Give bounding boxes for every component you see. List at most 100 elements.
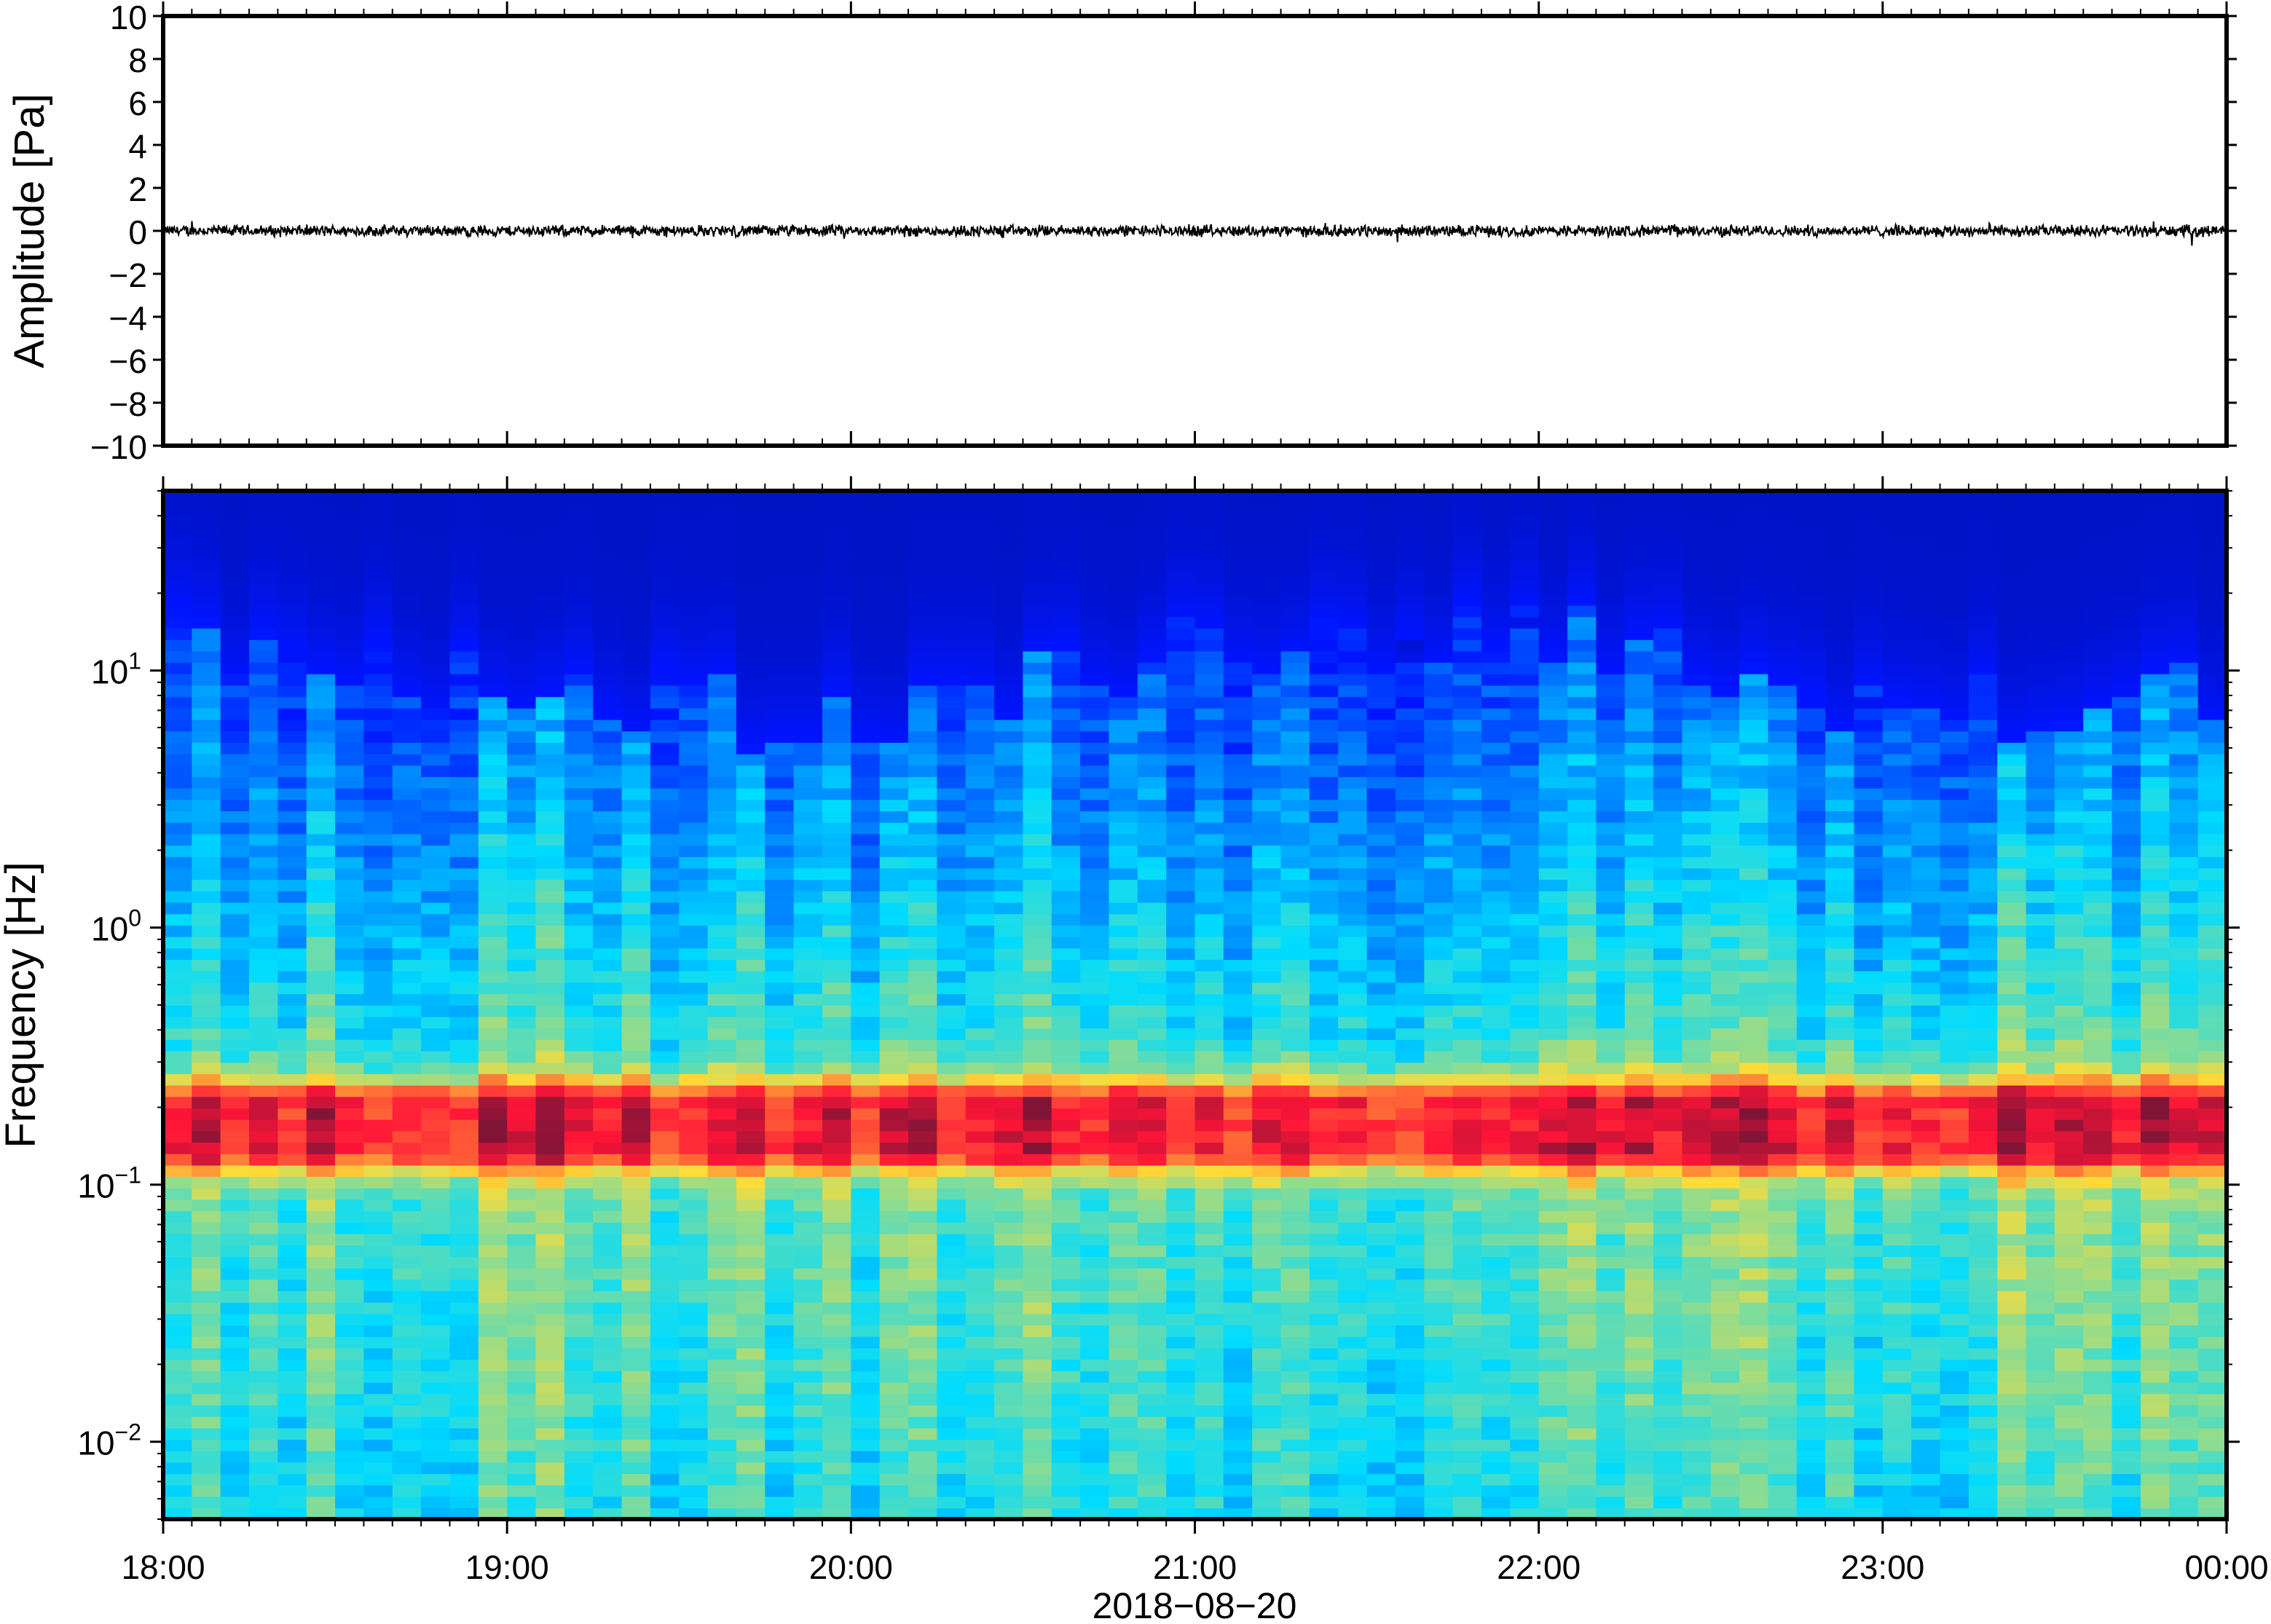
spectrogram-cell xyxy=(220,594,250,606)
spectrogram-cell xyxy=(1137,1336,1167,1349)
spectrogram-cell xyxy=(908,730,938,743)
spectrogram-cell xyxy=(1051,947,1081,961)
spectrogram-cell xyxy=(650,1336,680,1349)
spectrogram-cell xyxy=(163,1108,193,1120)
spectrogram-cell xyxy=(1223,1473,1253,1486)
spectrogram-cell xyxy=(1452,765,1482,777)
spectrogram-cell xyxy=(1538,594,1568,606)
spectrogram-cell xyxy=(1137,993,1167,1006)
spectrogram-cell xyxy=(994,753,1024,766)
spectrogram-cell xyxy=(306,1371,336,1383)
spectrogram-cell xyxy=(1252,742,1282,754)
spectrogram-cell xyxy=(679,639,709,652)
spectrogram-cell xyxy=(249,1301,279,1314)
spectrogram-cell xyxy=(1452,639,1482,652)
spectrogram-cell xyxy=(363,1416,393,1429)
spectrogram-cell xyxy=(363,1439,393,1451)
spectrogram-cell xyxy=(937,982,967,995)
spectrogram-cell xyxy=(679,776,709,789)
spectrogram-cell xyxy=(1424,502,1454,515)
spectrogram-cell xyxy=(1395,1130,1425,1143)
spectrogram-cell xyxy=(478,1462,508,1475)
spectrogram-cell xyxy=(822,1164,852,1178)
spectrogram-cell xyxy=(851,833,881,846)
spectrogram-cell xyxy=(822,1005,852,1017)
spectrogram-cell xyxy=(1366,822,1396,835)
spectrogram-cell xyxy=(1137,1233,1167,1246)
spectrogram-cell xyxy=(1653,1222,1683,1234)
spectrogram-cell xyxy=(421,879,451,891)
spectrogram-cell xyxy=(1538,776,1568,789)
spectrogram-cell xyxy=(163,1028,193,1040)
spectrogram-cell xyxy=(1366,1108,1396,1120)
spectrogram-cell xyxy=(765,1313,795,1326)
spectrogram-cell xyxy=(1023,833,1052,846)
spectrogram-cell xyxy=(278,708,307,720)
spectrogram-cell xyxy=(564,604,594,618)
spectrogram-cell xyxy=(1051,811,1081,823)
spectrogram-cell xyxy=(392,582,422,594)
spectrogram-cell xyxy=(1538,730,1568,743)
spectrogram-cell xyxy=(1366,1119,1396,1132)
spectrogram-cell xyxy=(1510,1371,1540,1383)
spectrogram-cell xyxy=(879,1381,909,1395)
spectrogram-cell xyxy=(1051,1279,1081,1291)
spectrogram-cell xyxy=(363,1005,393,1017)
spectrogram-cell xyxy=(621,616,651,629)
spectrogram-cell xyxy=(851,822,881,835)
spectrogram-cell xyxy=(1596,1484,1626,1497)
spectrogram-cell xyxy=(278,1405,307,1417)
spectrogram-cell xyxy=(1481,604,1511,618)
spectrogram-cell xyxy=(306,1039,336,1052)
spectrogram-cell xyxy=(1023,1496,1052,1509)
spectrogram-cell xyxy=(1194,628,1224,640)
spectrogram-cell xyxy=(564,1039,594,1052)
spectrogram-cell xyxy=(1080,719,1110,732)
spectrogram-cell xyxy=(1538,1154,1568,1166)
spectrogram-cell xyxy=(507,628,537,640)
spectrogram-cell xyxy=(736,1062,765,1074)
spectrogram-cell xyxy=(1452,1176,1482,1189)
spectrogram-cell xyxy=(1166,1279,1196,1291)
spectrogram-cell xyxy=(507,1073,537,1086)
spectrogram-cell xyxy=(994,1142,1024,1154)
spectrogram-cell xyxy=(1137,1347,1167,1360)
spectrogram-cell xyxy=(908,1279,938,1291)
spectrogram-cell xyxy=(278,1233,307,1246)
spectrogram-cell xyxy=(1653,708,1683,720)
spectrogram-cell xyxy=(1309,1507,1339,1520)
spectrogram-cell xyxy=(1395,1016,1425,1029)
spectrogram-cell xyxy=(822,902,852,915)
spectrogram-cell xyxy=(1395,822,1425,835)
spectrogram-cell xyxy=(220,822,250,835)
spectrogram-cell xyxy=(1481,1016,1511,1029)
spectrogram-cell xyxy=(965,879,995,891)
spectrogram-cell xyxy=(1452,548,1482,560)
spectrogram-cell xyxy=(507,1371,537,1383)
spectrogram-cell xyxy=(335,628,365,640)
spectrogram-cell xyxy=(994,1507,1024,1520)
spectrogram-cell xyxy=(1596,536,1626,549)
spectrogram-cell xyxy=(1109,1496,1138,1509)
spectrogram-cell xyxy=(650,1507,680,1520)
spectrogram-cell xyxy=(249,536,279,549)
spectrogram-cell xyxy=(994,1028,1024,1040)
spectrogram-cell xyxy=(1080,1347,1110,1360)
spectrogram-cell xyxy=(249,879,279,891)
spectrogram-cell xyxy=(478,1381,508,1395)
spectrogram-cell xyxy=(1280,1130,1310,1143)
spectrogram-cell xyxy=(1682,685,1712,698)
spectrogram-cell xyxy=(1109,1005,1138,1017)
spectrogram-cell xyxy=(449,799,479,812)
spectrogram-cell xyxy=(335,616,365,629)
spectrogram-cell xyxy=(449,959,479,971)
spectrogram-cell xyxy=(793,1050,823,1063)
spectrogram-cell xyxy=(1338,1405,1368,1417)
spectrogram-cell xyxy=(707,582,737,594)
spectrogram-cell xyxy=(1109,559,1138,572)
spectrogram-cell xyxy=(937,502,967,515)
spectrogram-cell xyxy=(363,650,393,663)
spectrogram-cell xyxy=(421,1176,451,1189)
spectrogram-cell xyxy=(1280,570,1310,583)
spectrogram-cell xyxy=(1280,685,1310,698)
